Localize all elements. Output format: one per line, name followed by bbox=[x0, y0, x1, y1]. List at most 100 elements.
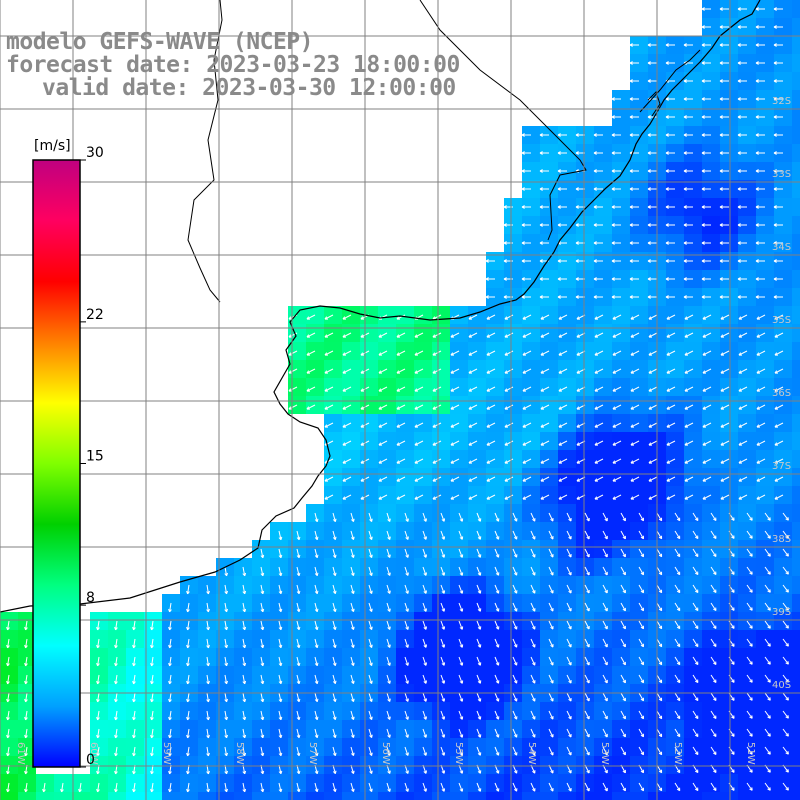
wind-arrow bbox=[422, 512, 427, 522]
wind-arrow bbox=[422, 584, 427, 594]
wind-arrow-head bbox=[611, 278, 615, 281]
wind-arrow-head bbox=[334, 698, 337, 702]
wind-arrow bbox=[774, 332, 784, 338]
wind-arrow-head bbox=[97, 735, 100, 739]
wind-arrow bbox=[7, 674, 10, 684]
wind-arrow-head bbox=[353, 626, 355, 630]
wind-arrow-head bbox=[371, 590, 373, 594]
wind-arrow bbox=[288, 350, 298, 356]
wind-arrow bbox=[97, 674, 100, 684]
wind-arrow-head bbox=[226, 788, 229, 793]
wind-arrow-head bbox=[593, 152, 597, 155]
wind-arrow bbox=[187, 656, 190, 666]
wind-arrow bbox=[720, 458, 730, 464]
wind-arrow bbox=[710, 620, 717, 629]
wind-arrow bbox=[440, 692, 445, 702]
wind-arrow-head bbox=[629, 116, 633, 119]
wind-arrow-head bbox=[389, 644, 391, 648]
wind-arrow bbox=[97, 782, 100, 792]
wind-arrow bbox=[612, 350, 622, 356]
wind-arrow bbox=[350, 602, 354, 612]
wind-arrow bbox=[638, 602, 644, 612]
wind-arrow bbox=[350, 728, 354, 738]
wind-arrow bbox=[224, 674, 228, 684]
wind-arrow-head bbox=[593, 134, 597, 137]
wind-arrow-head bbox=[719, 134, 723, 137]
wind-arrow-head bbox=[244, 788, 247, 792]
wind-arrow bbox=[458, 674, 463, 684]
wind-arrow bbox=[350, 548, 354, 558]
wind-arrow-head bbox=[226, 590, 229, 595]
wind-arrow-head bbox=[371, 752, 373, 756]
wind-arrow bbox=[620, 530, 626, 540]
wind-arrow bbox=[602, 584, 608, 594]
wind-arrow bbox=[224, 638, 228, 648]
wind-arrow-head bbox=[665, 62, 669, 65]
wind-arrow bbox=[133, 620, 136, 630]
wind-arrow-head bbox=[334, 536, 337, 540]
wind-arrow-head bbox=[389, 590, 391, 594]
wind-arrow bbox=[620, 746, 626, 756]
wind-arrow bbox=[504, 332, 514, 338]
wind-arrow bbox=[692, 728, 699, 737]
wind-arrow bbox=[324, 314, 334, 320]
wind-arrow bbox=[602, 512, 608, 522]
lon-label: 56W bbox=[380, 742, 391, 765]
wind-arrow bbox=[296, 584, 300, 594]
wind-arrow bbox=[674, 548, 681, 557]
wind-arrow bbox=[187, 674, 190, 684]
wind-arrow bbox=[458, 602, 463, 612]
wind-arrow-head bbox=[25, 735, 28, 739]
wind-arrow bbox=[476, 584, 481, 594]
wind-arrow-head bbox=[298, 572, 301, 576]
wind-arrow bbox=[224, 782, 228, 792]
wind-arrow bbox=[450, 476, 460, 482]
wind-arrow bbox=[782, 710, 789, 719]
wind-arrow-head bbox=[207, 644, 210, 649]
wind-arrow-head bbox=[187, 663, 190, 667]
wind-arrow-head bbox=[665, 44, 669, 47]
wind-arrow-head bbox=[262, 680, 265, 684]
wind-arrow bbox=[702, 458, 712, 464]
wind-arrow bbox=[486, 404, 496, 410]
wind-arrow bbox=[450, 458, 460, 464]
field-cell bbox=[792, 180, 800, 198]
wind-arrow-head bbox=[575, 152, 579, 155]
wind-arrow bbox=[656, 674, 663, 683]
wind-arrow bbox=[432, 368, 442, 374]
wind-arrow bbox=[350, 782, 354, 792]
wind-arrow bbox=[512, 782, 518, 792]
latitude-labels: 32S 33S 34S 35S 36S 37S 38S 39S 40S bbox=[772, 96, 791, 691]
wind-arrow bbox=[692, 674, 699, 683]
wind-arrow bbox=[494, 692, 499, 702]
wind-arrow bbox=[584, 674, 590, 684]
wind-arrow bbox=[746, 746, 753, 755]
wind-arrow bbox=[638, 728, 644, 738]
wind-arrow-head bbox=[207, 680, 210, 685]
wind-arrow bbox=[440, 710, 445, 720]
wind-arrow bbox=[332, 602, 336, 612]
wind-arrow bbox=[458, 638, 463, 648]
wind-arrow-head bbox=[773, 116, 777, 119]
wind-arrow-head bbox=[701, 170, 705, 173]
wind-arrow bbox=[548, 692, 554, 702]
field-cell bbox=[792, 450, 800, 468]
wind-arrow bbox=[666, 458, 676, 464]
wind-arrow bbox=[206, 710, 209, 720]
wind-arrow bbox=[638, 548, 644, 558]
wind-arrow bbox=[187, 728, 190, 738]
field-cell bbox=[288, 792, 306, 800]
wind-arrow bbox=[656, 620, 663, 629]
wind-arrow bbox=[540, 476, 550, 482]
wind-arrow bbox=[342, 350, 352, 356]
wind-arrow bbox=[692, 566, 699, 575]
wind-arrow bbox=[7, 656, 10, 666]
field-cell bbox=[162, 792, 180, 800]
field-cell bbox=[792, 36, 800, 54]
wind-arrow-head bbox=[683, 296, 687, 299]
wind-arrow-head bbox=[773, 278, 777, 281]
wind-arrow bbox=[288, 386, 298, 392]
wind-arrow-head bbox=[262, 788, 265, 792]
wind-arrow-head bbox=[334, 788, 337, 792]
wind-arrow bbox=[512, 746, 518, 756]
